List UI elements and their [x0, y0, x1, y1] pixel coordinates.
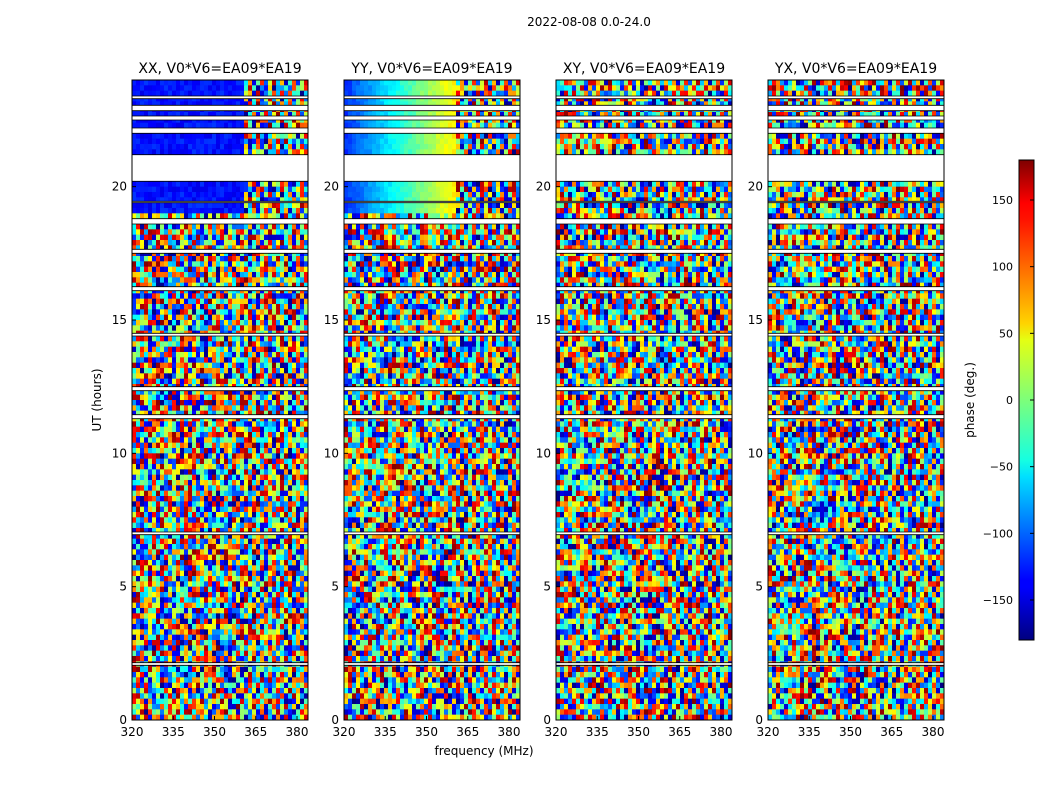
colorbar: −150 −100 −50 0 50 100 150 phase (deg.)	[963, 159, 1035, 641]
x-tick-label: 350	[627, 725, 650, 739]
panel-0: XX, V0*V6=EA09*EA19 320 335 350 365 380 0 5 10 15…	[112, 61, 309, 739]
y-tick-label: 5	[543, 580, 551, 594]
x-tick-label: 320	[121, 725, 144, 739]
colorbar-tick-label: −100	[983, 527, 1013, 540]
y-tick-label: 0	[543, 713, 551, 727]
x-tick-label: 365	[456, 725, 479, 739]
panel-3-heatmap	[768, 80, 944, 720]
y-tick-label: 0	[331, 713, 339, 727]
colorbar-tick-label: 50	[999, 327, 1013, 340]
x-tick-label: 365	[668, 725, 691, 739]
x-tick-label: 335	[374, 725, 397, 739]
y-tick-label: 5	[755, 580, 763, 594]
y-tick-label: 0	[755, 713, 763, 727]
y-tick-label: 20	[748, 180, 763, 194]
x-tick-label: 380	[286, 725, 309, 739]
figure-suptitle: 2022-08-08 0.0-24.0	[527, 15, 651, 29]
y-tick-label: 10	[748, 446, 763, 460]
colorbar-label: phase (deg.)	[963, 362, 977, 438]
panel-0-heatmap	[132, 80, 308, 720]
y-tick-label: 20	[112, 180, 127, 194]
x-tick-label: 320	[757, 725, 780, 739]
x-tick-label: 320	[333, 725, 356, 739]
y-tick-label: 5	[331, 580, 339, 594]
panel-2: XY, V0*V6=EA09*EA19 320 335 350 365 380 0 5 10 15…	[536, 61, 733, 739]
y-tick-label: 15	[748, 313, 763, 327]
x-tick-label: 365	[244, 725, 267, 739]
panel-3-frame	[767, 79, 945, 721]
colorbar-tick-label: −50	[990, 461, 1013, 474]
panel-2-heatmap	[556, 80, 732, 720]
x-tick-label: 380	[710, 725, 733, 739]
panel-0-frame	[131, 79, 309, 721]
colorbar-tick-label: 0	[1006, 394, 1013, 407]
x-axis-label: frequency (MHz)	[434, 744, 533, 758]
panels-group: XX, V0*V6=EA09*EA19 320 335 350 365 380 0 5 10 15…	[112, 61, 945, 739]
y-tick-label: 10	[324, 446, 339, 460]
y-tick-label: 20	[324, 180, 339, 194]
y-tick-label: 0	[119, 713, 127, 727]
colorbar-tick-label: −150	[983, 594, 1013, 607]
panel-1-title: YY, V0*V6=EA09*EA19	[350, 61, 512, 77]
x-tick-label: 380	[498, 725, 521, 739]
panel-2-title: XY, V0*V6=EA09*EA19	[563, 61, 725, 77]
panel-1-heatmap	[344, 80, 520, 720]
x-tick-label: 335	[586, 725, 609, 739]
x-tick-label: 320	[545, 725, 568, 739]
panel-1-frame	[343, 79, 521, 721]
x-tick-label: 350	[415, 725, 438, 739]
y-tick-label: 10	[536, 446, 551, 460]
panel-2-frame	[555, 79, 733, 721]
y-tick-label: 15	[536, 313, 551, 327]
y-tick-label: 15	[112, 313, 127, 327]
colorbar-tick-label: 100	[992, 261, 1013, 274]
colorbar-tick-label: 150	[992, 194, 1013, 207]
y-tick-label: 5	[119, 580, 127, 594]
y-axis-label: UT (hours)	[90, 368, 104, 431]
panel-0-title: XX, V0*V6=EA09*EA19	[138, 61, 301, 77]
x-tick-label: 380	[922, 725, 945, 739]
x-tick-label: 350	[203, 725, 226, 739]
x-tick-label: 335	[162, 725, 185, 739]
panel-3-title: YX, V0*V6=EA09*EA19	[774, 61, 937, 77]
panel-3: YX, V0*V6=EA09*EA19 320 335 350 365 380 0 5 10 15…	[748, 61, 945, 739]
y-tick-label: 10	[112, 446, 127, 460]
panel-1: YY, V0*V6=EA09*EA19 320 335 350 365 380 0 5 10 15…	[324, 61, 521, 739]
y-tick-label: 20	[536, 180, 551, 194]
x-tick-label: 350	[839, 725, 862, 739]
x-tick-label: 365	[880, 725, 903, 739]
x-tick-label: 335	[798, 725, 821, 739]
y-tick-label: 15	[324, 313, 339, 327]
colorbar-ticks: −150 −100 −50 0 50 100 150	[983, 194, 1034, 607]
